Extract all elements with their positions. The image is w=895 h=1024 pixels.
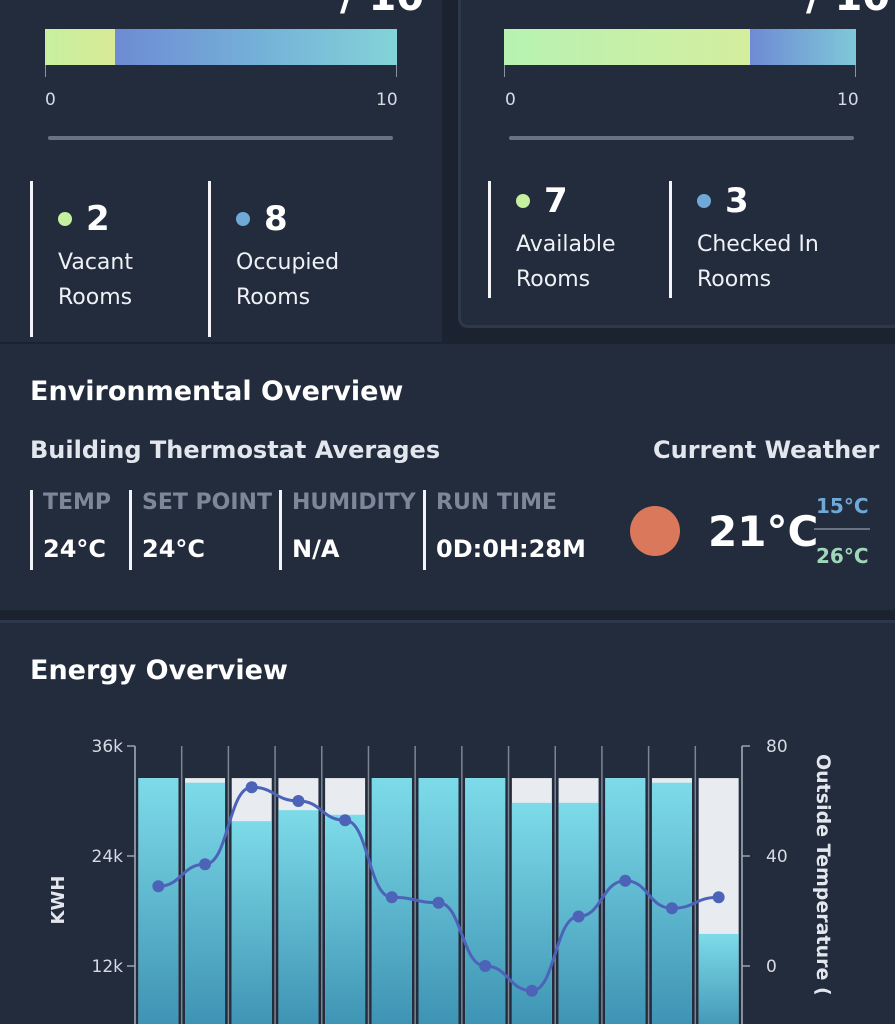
checkin-panel: / 10 0 10 7 Available Rooms 3 Checked In… bbox=[458, 0, 895, 328]
checked-in-gauge-segment bbox=[750, 29, 856, 65]
y2-axis-label: Outside Temperature ( bbox=[812, 754, 834, 996]
thermostat-humidity: HUMIDITY N/A bbox=[279, 490, 416, 570]
gauge-tick bbox=[396, 65, 397, 77]
environmental-panel: Environmental Overview Building Thermost… bbox=[0, 344, 895, 610]
humidity-value: N/A bbox=[292, 535, 340, 563]
y-tick-label: 24k bbox=[92, 847, 124, 867]
thermostat-run-time: RUN TIME 0D:0H:28M bbox=[423, 490, 586, 570]
available-rooms-stat: 7 Available Rooms bbox=[488, 181, 656, 298]
available-count: 7 bbox=[544, 181, 568, 221]
bar bbox=[185, 782, 226, 1024]
temperature-point bbox=[152, 880, 165, 893]
occupied-rooms-stat: 8 Occupied Rooms bbox=[208, 181, 376, 337]
checked-in-count: 3 bbox=[725, 181, 749, 221]
temperature-point bbox=[199, 858, 212, 871]
temperature-point bbox=[712, 891, 725, 904]
gauge-tick bbox=[504, 65, 505, 77]
environmental-title: Environmental Overview bbox=[30, 376, 404, 407]
occupancy-cut-title: / 10 bbox=[340, 0, 424, 20]
vacant-gauge-segment bbox=[45, 29, 116, 65]
y2-tick-label: 40 bbox=[766, 847, 788, 867]
low-temperature: 15°C bbox=[816, 494, 869, 518]
occupancy-panel: / 10 0 10 2 Vacant Rooms 8 Occupied Room… bbox=[0, 0, 442, 342]
available-dot-icon bbox=[516, 194, 530, 208]
occupied-gauge-segment bbox=[115, 29, 397, 65]
high-temperature: 26°C bbox=[816, 544, 869, 568]
temperature-point bbox=[292, 795, 305, 807]
temperature-point bbox=[432, 896, 445, 909]
sun-icon bbox=[630, 506, 680, 556]
run-time-value: 0D:0H:28M bbox=[436, 535, 586, 563]
weather-title: Current Weather bbox=[653, 436, 880, 464]
temperature-point bbox=[525, 984, 538, 997]
thermostat-temp: TEMP 24°C bbox=[30, 490, 111, 570]
set-point-key: SET POINT bbox=[142, 490, 272, 515]
temperature-point bbox=[339, 814, 352, 827]
gauge-tick-label-max: 10 bbox=[376, 90, 398, 110]
thermostat-set-point: SET POINT 24°C bbox=[129, 490, 272, 570]
bar bbox=[465, 778, 506, 1024]
temperature-point bbox=[572, 910, 585, 923]
bar bbox=[698, 933, 739, 1024]
occupied-label: Occupied Rooms bbox=[236, 250, 340, 310]
bar bbox=[278, 810, 319, 1024]
y-tick-label: 36k bbox=[92, 737, 124, 757]
vacant-rooms-stat: 2 Vacant Rooms bbox=[30, 181, 198, 337]
vacant-dot-icon bbox=[58, 212, 72, 226]
checked-in-rooms-stat: 3 Checked In Rooms bbox=[669, 181, 837, 298]
vacant-count: 2 bbox=[86, 199, 110, 239]
carousel-scrollbar[interactable] bbox=[509, 136, 854, 140]
gauge-tick-label-min: 0 bbox=[505, 90, 516, 110]
available-gauge-segment bbox=[504, 29, 751, 65]
gauge-tick-label-min: 0 bbox=[45, 90, 56, 110]
energy-panel: Energy Overview 36k 24k 12k 80 40 0 KWH Outside… bbox=[0, 620, 895, 1024]
temperature-point bbox=[479, 960, 492, 972]
checkin-cut-title: / 10 bbox=[806, 0, 890, 20]
temperature-point bbox=[245, 781, 258, 794]
gauge-tick bbox=[855, 65, 856, 77]
temperature-point bbox=[619, 874, 632, 887]
gauge-tick bbox=[45, 65, 46, 77]
humidity-key: HUMIDITY bbox=[292, 490, 416, 515]
occupancy-gauge-bar bbox=[45, 29, 397, 65]
energy-title: Energy Overview bbox=[30, 655, 288, 686]
checkin-gauge-bar bbox=[504, 29, 856, 65]
vacant-label: Vacant Rooms bbox=[58, 250, 133, 310]
checked-in-label: Checked In Rooms bbox=[697, 232, 819, 292]
temp-key: TEMP bbox=[43, 490, 112, 515]
occupied-dot-icon bbox=[236, 212, 250, 226]
y-tick-label: 12k bbox=[92, 957, 124, 977]
temp-divider bbox=[814, 528, 870, 530]
run-time-key: RUN TIME bbox=[436, 490, 557, 515]
bar bbox=[325, 814, 366, 1024]
temperature-point bbox=[665, 902, 678, 915]
set-point-value: 24°C bbox=[142, 535, 206, 563]
current-temperature: 21°C bbox=[708, 507, 819, 556]
bar bbox=[231, 821, 272, 1024]
thermostat-title: Building Thermostat Averages bbox=[30, 436, 441, 464]
energy-chart: 36k 24k 12k 80 40 0 KWH Outside Temperature ( bbox=[48, 737, 834, 1024]
checked-in-dot-icon bbox=[697, 194, 711, 208]
occupied-count: 8 bbox=[264, 199, 288, 239]
temp-value: 24°C bbox=[43, 535, 107, 563]
y-axis-label: KWH bbox=[48, 876, 69, 925]
y2-tick-label: 80 bbox=[766, 737, 788, 757]
temperature-point bbox=[385, 891, 398, 904]
available-label: Available Rooms bbox=[516, 232, 616, 292]
bar bbox=[605, 778, 646, 1024]
gauge-tick-label-max: 10 bbox=[837, 90, 859, 110]
carousel-scrollbar[interactable] bbox=[48, 136, 393, 140]
y2-tick-label: 0 bbox=[766, 957, 777, 977]
bar bbox=[138, 778, 179, 1024]
